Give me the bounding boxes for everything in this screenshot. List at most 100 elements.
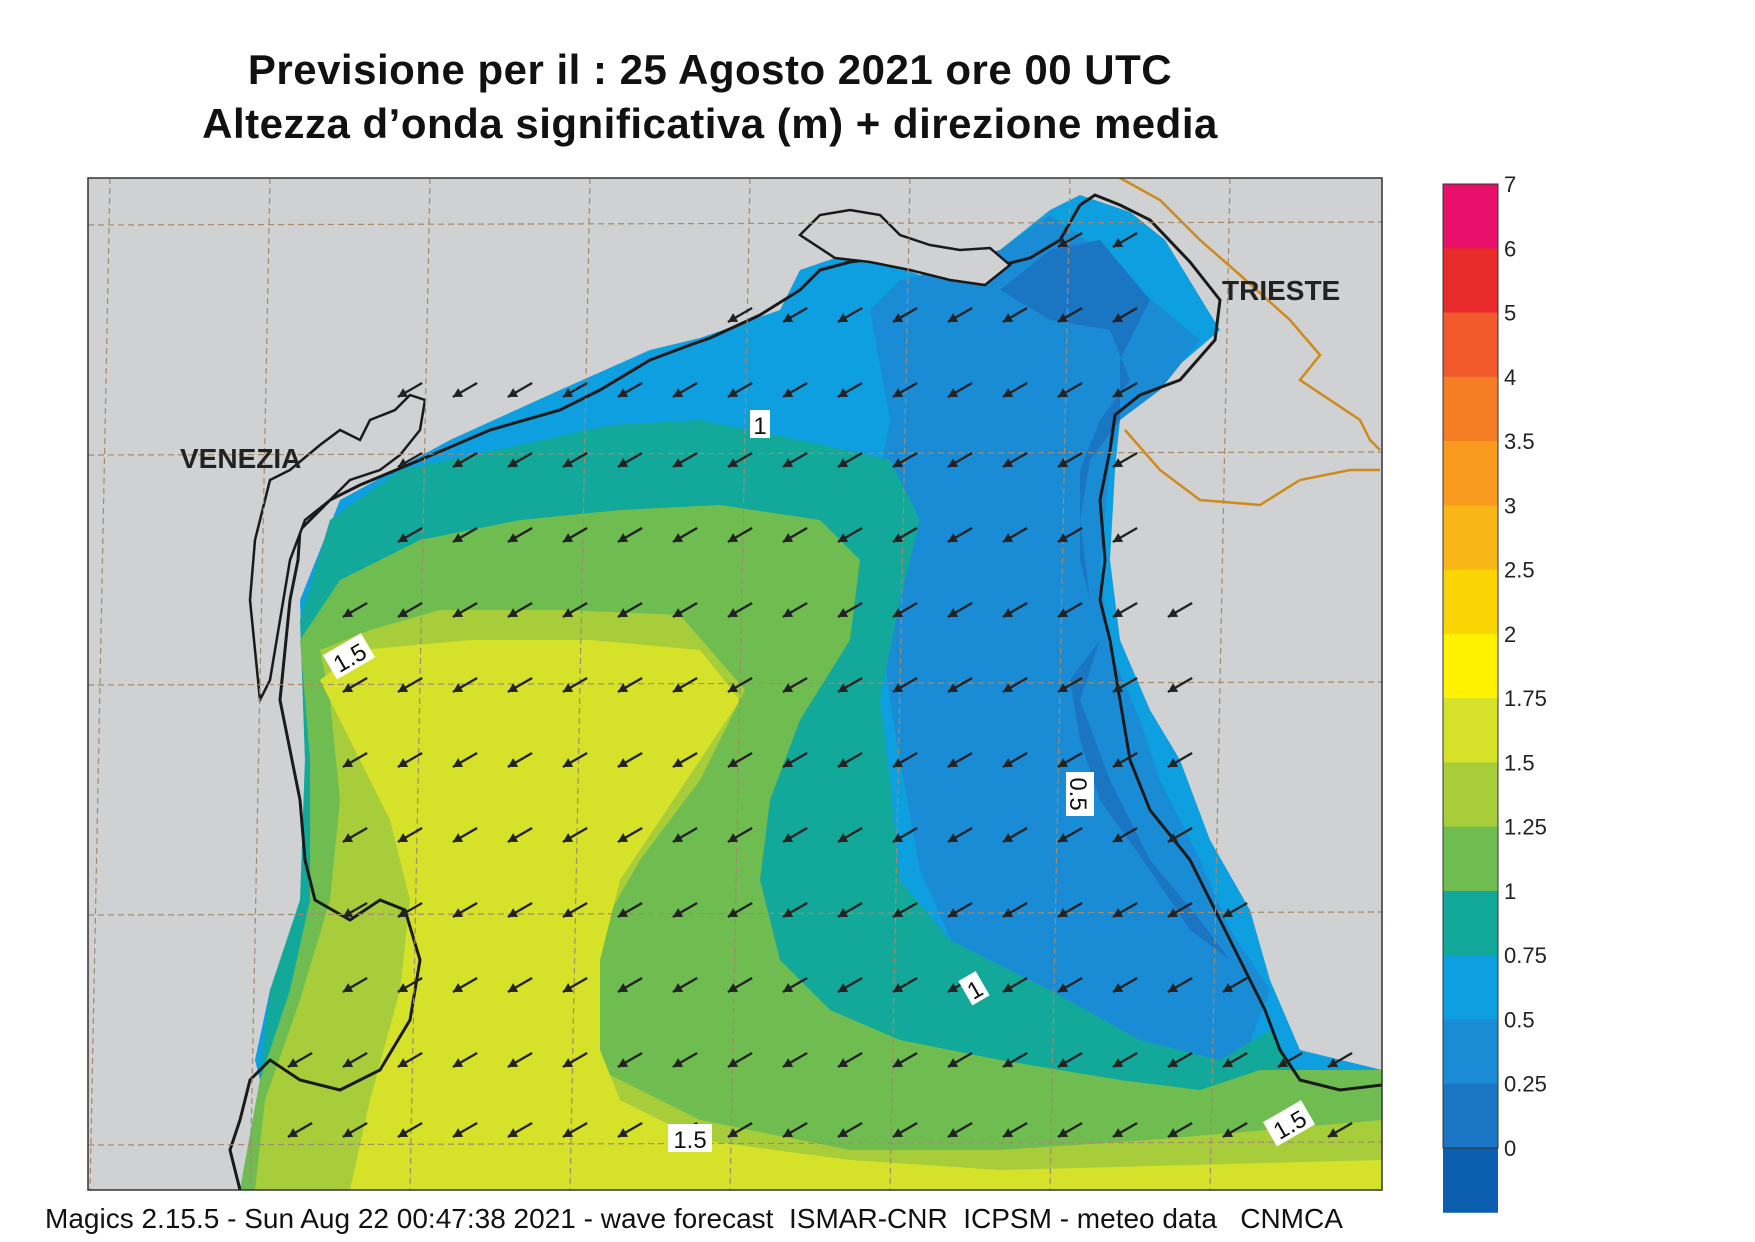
- wave-arrow: [1222, 1121, 1248, 1139]
- colorbar-swatch: [1443, 376, 1498, 442]
- colorbar-tick-label: 0: [1504, 1136, 1516, 1161]
- wave-arrow: [1167, 676, 1193, 694]
- wave-arrow: [562, 451, 588, 469]
- wave-arrow: [617, 526, 643, 544]
- wave-arrow: [1112, 1051, 1138, 1069]
- contour-label: 1.5: [673, 1127, 706, 1154]
- colorbar-swatch: [1443, 698, 1498, 763]
- wave-arrow: [892, 1051, 918, 1069]
- wave-arrow: [397, 676, 423, 694]
- wave-arrow: [1057, 751, 1083, 769]
- wave-arrow: [727, 381, 753, 399]
- wave-arrow: [507, 381, 533, 399]
- wave-arrow: [452, 1121, 478, 1139]
- wave-arrow: [452, 1051, 478, 1069]
- colorbar-tick-label: 1.75: [1504, 686, 1547, 711]
- wave-arrow: [1002, 601, 1028, 619]
- wave-arrow: [672, 1051, 698, 1069]
- wave-arrow: [617, 901, 643, 919]
- wave-arrow: [287, 1051, 313, 1069]
- wave-arrow: [1057, 526, 1083, 544]
- wave-arrow: [947, 901, 973, 919]
- wave-arrow: [1112, 601, 1138, 619]
- wave-arrow: [562, 526, 588, 544]
- wave-arrow: [1222, 1051, 1248, 1069]
- wave-arrow: [1167, 826, 1193, 844]
- wave-arrow: [397, 751, 423, 769]
- wave-arrow: [562, 976, 588, 994]
- wave-arrow: [1057, 901, 1083, 919]
- wave-arrow: [892, 976, 918, 994]
- wave-arrow: [1112, 676, 1138, 694]
- wave-arrow: [782, 901, 808, 919]
- wave-arrow: [507, 676, 533, 694]
- color-scale-legend: 7 6 5 4 3.5 3 2.5 2 1.75 1.5 1.25 1 0.75 0.5 0.25 0: [1442, 172, 1547, 1213]
- wave-arrow: [1112, 231, 1138, 249]
- wave-arrow: [782, 526, 808, 544]
- wave-arrow: [727, 1051, 753, 1069]
- wave-arrow: [892, 451, 918, 469]
- wave-arrow: [782, 1051, 808, 1069]
- colorbar-swatch: [1443, 441, 1498, 506]
- wave-arrow: [452, 676, 478, 694]
- wave-arrow: [782, 601, 808, 619]
- country-border: [1119, 178, 1381, 507]
- contour-label: 0.5: [1064, 777, 1091, 810]
- wave-arrow: [1167, 1051, 1193, 1069]
- wave-arrow: [782, 751, 808, 769]
- wave-arrow: [1057, 451, 1083, 469]
- wave-arrow: [1002, 1121, 1028, 1139]
- wave-arrow: [1112, 751, 1138, 769]
- wave-arrow: [947, 306, 973, 324]
- wave-arrow: [617, 676, 643, 694]
- wave-arrow: [617, 826, 643, 844]
- wave-arrow: [727, 976, 753, 994]
- wave-arrow: [1002, 306, 1028, 324]
- wave-arrow: [617, 1051, 643, 1069]
- wave-arrow: [562, 601, 588, 619]
- wave-arrow: [947, 1051, 973, 1069]
- colorbar-tick-label: 4: [1504, 365, 1516, 390]
- wave-arrow: [727, 526, 753, 544]
- wave-arrow: [287, 1121, 313, 1139]
- wave-arrow: [1057, 601, 1083, 619]
- wave-arrow: [452, 451, 478, 469]
- wave-arrow: [782, 451, 808, 469]
- wave-arrow: [837, 901, 863, 919]
- wave-arrow: [617, 381, 643, 399]
- wave-arrow: [727, 826, 753, 844]
- wave-arrow: [562, 901, 588, 919]
- wave-arrow: [342, 1121, 368, 1139]
- wave-arrow: [947, 526, 973, 544]
- wave-arrow: [452, 751, 478, 769]
- wave-arrow: [892, 901, 918, 919]
- wave-arrow: [397, 381, 423, 399]
- map-frame: [87, 177, 1383, 1191]
- colorbar-tick-label: 3.5: [1504, 429, 1535, 454]
- wave-arrow: [1112, 451, 1138, 469]
- wave-arrow: [507, 1121, 533, 1139]
- sea-band-yellowgreen: [320, 640, 1382, 1190]
- wave-arrow: [1002, 751, 1028, 769]
- wave-arrow: [397, 1121, 423, 1139]
- wave-arrow: [507, 526, 533, 544]
- wave-arrow: [892, 601, 918, 619]
- graticule: [88, 178, 1382, 1190]
- wave-arrow: [1057, 1051, 1083, 1069]
- trieste-peninsula: [798, 208, 1012, 287]
- wave-arrow: [617, 1121, 643, 1139]
- wave-arrow: [1002, 526, 1028, 544]
- colorbar-swatch: [1443, 762, 1498, 828]
- colorbar-swatch: [1443, 312, 1498, 378]
- wave-arrow: [837, 381, 863, 399]
- wave-arrow: [507, 976, 533, 994]
- western-coastline: [228, 529, 422, 1190]
- wave-arrow: [1112, 526, 1138, 544]
- wave-arrow: [1222, 901, 1248, 919]
- wave-arrow: [782, 306, 808, 324]
- wave-arrow: [1327, 1051, 1353, 1069]
- wave-arrow: [1222, 976, 1248, 994]
- colorbar-tick-label: 3: [1504, 493, 1516, 518]
- wave-arrow: [562, 1121, 588, 1139]
- city-label-trieste: TRIESTE: [1222, 275, 1340, 306]
